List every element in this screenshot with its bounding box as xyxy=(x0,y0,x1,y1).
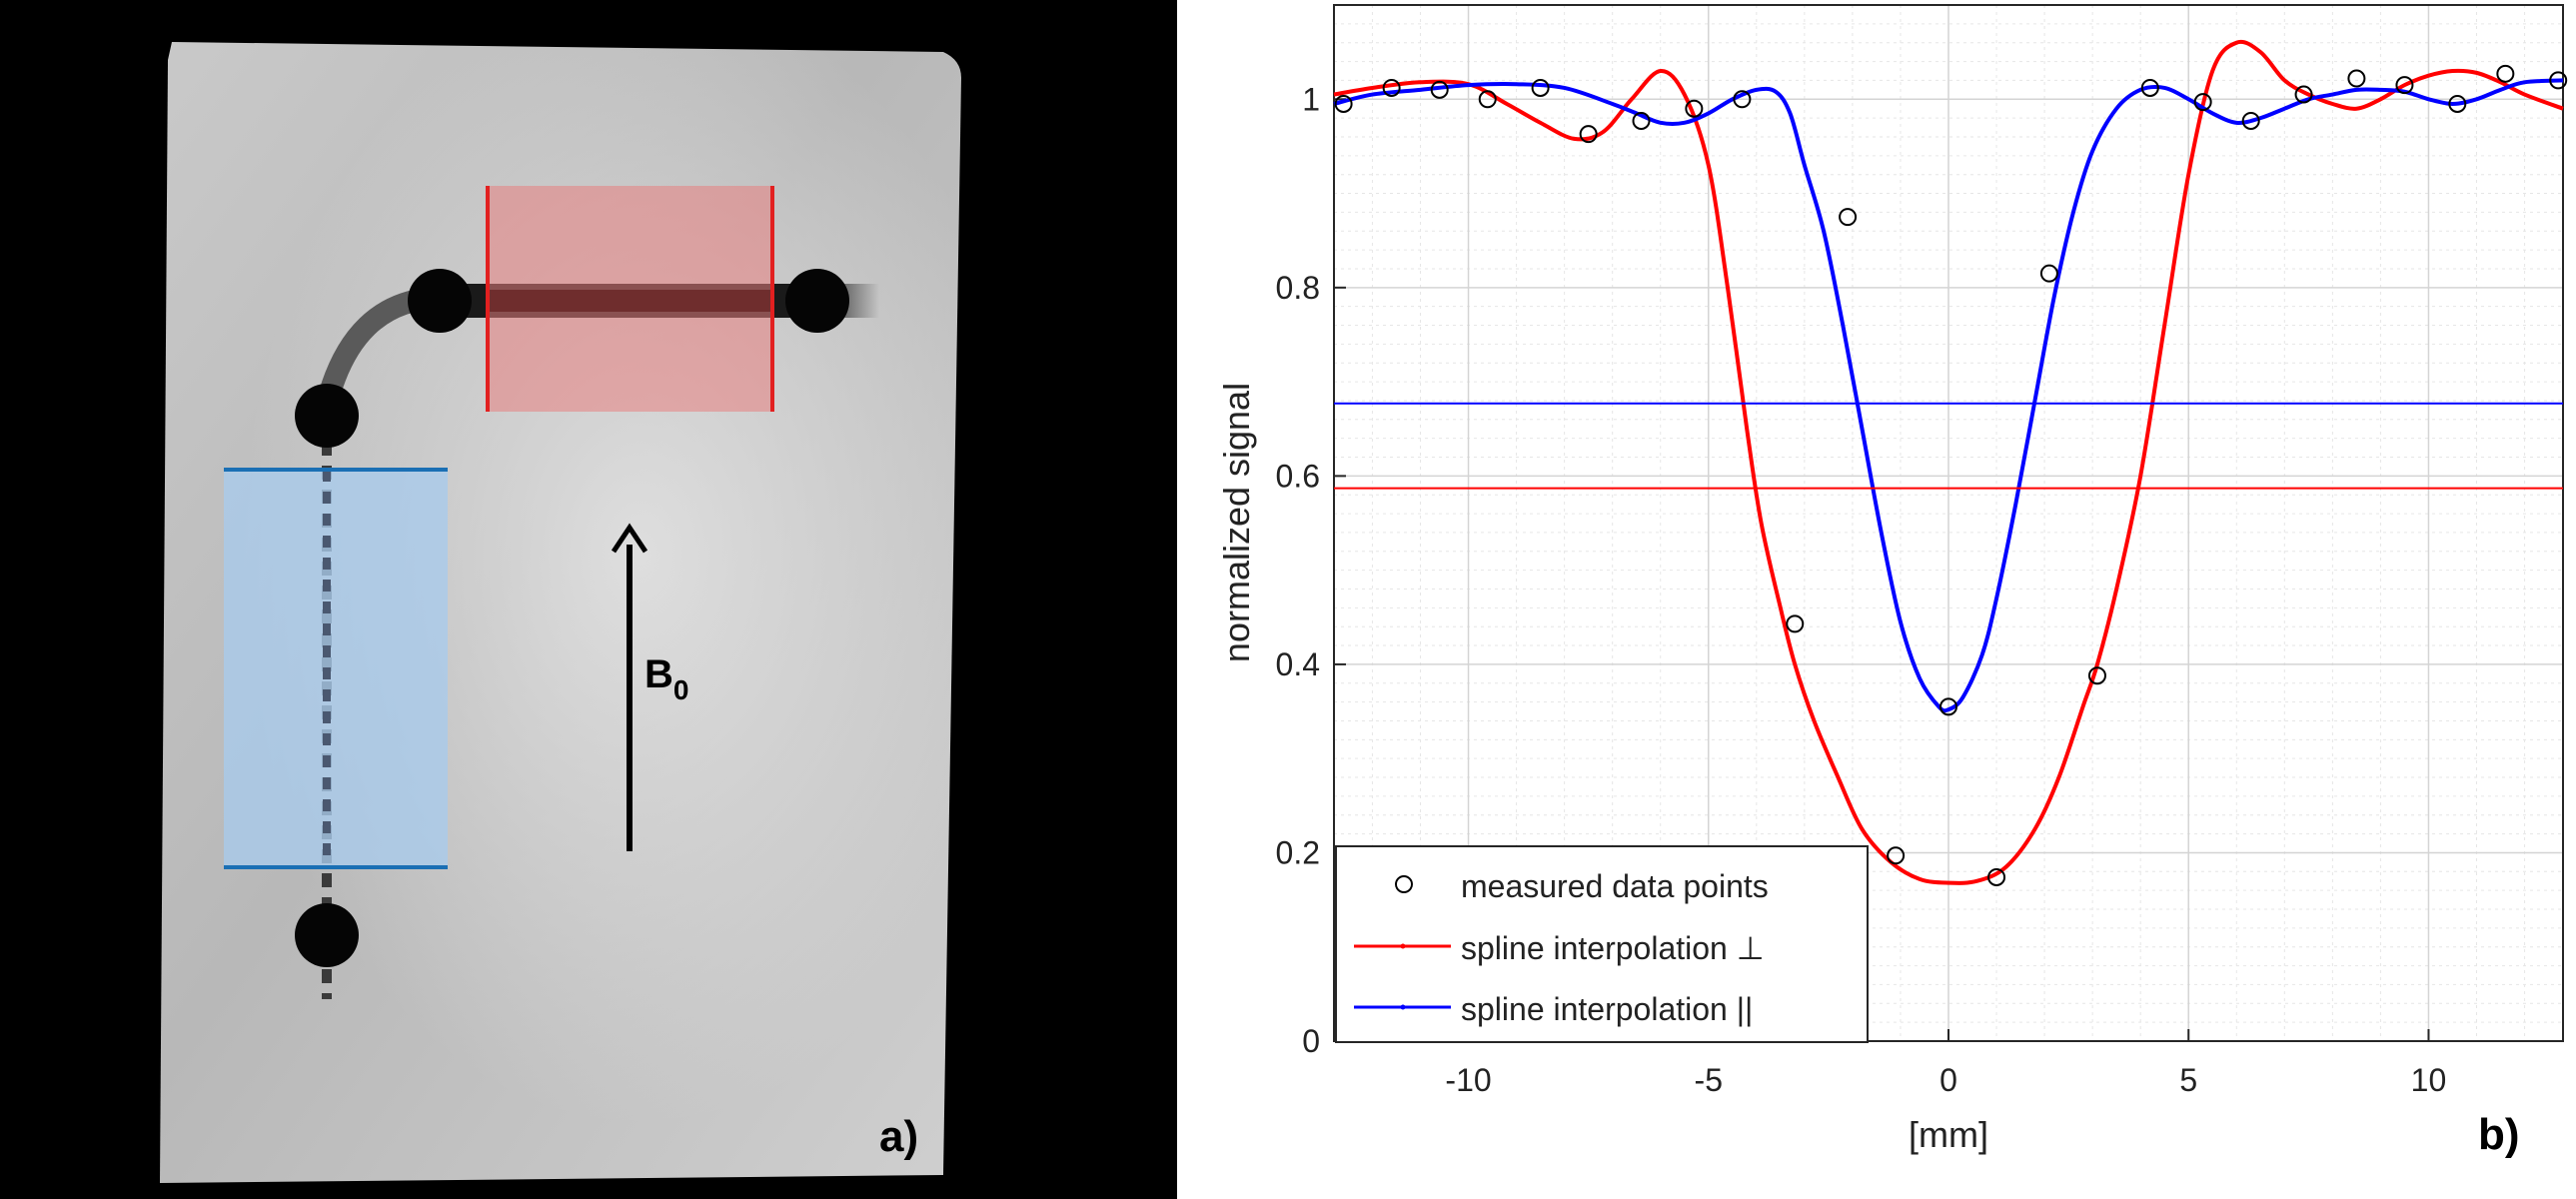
panel-b-label: b) xyxy=(2478,1110,2520,1159)
measured-point xyxy=(2294,85,2313,104)
measured-points xyxy=(1334,64,2568,886)
measured-point xyxy=(1382,78,1401,97)
measured-point xyxy=(1430,80,1449,99)
y-tick-label: 0 xyxy=(1302,1023,1320,1059)
measured-point xyxy=(2087,666,2106,685)
y-tick-label: 0.6 xyxy=(1276,458,1320,494)
roi-blue-fill xyxy=(224,470,448,867)
minor-grid xyxy=(1334,5,2563,1041)
spline-line-blue xyxy=(1333,78,2564,713)
legend-item-perpendicular: spline interpolation ⊥ xyxy=(1354,930,1765,966)
measured-point xyxy=(2241,111,2260,130)
panel-a-label: a) xyxy=(879,1112,918,1161)
marker-bead xyxy=(408,269,472,333)
panel-a-mri-image: B0 a) xyxy=(0,0,1177,1199)
measured-point xyxy=(2347,69,2366,88)
legend-dot-blue xyxy=(1400,1004,1406,1010)
y-tick-label: 0.8 xyxy=(1276,270,1320,306)
measured-point xyxy=(1939,697,1957,716)
legend-item-measured: measured data points xyxy=(1395,868,1769,904)
legend-box xyxy=(1335,845,1869,1043)
x-tick-label: -10 xyxy=(1445,1062,1491,1098)
x-tick-label: 10 xyxy=(2411,1062,2447,1098)
measured-point xyxy=(2039,264,2058,283)
measured-point xyxy=(1478,90,1497,109)
legend: measured data points spline interpolatio… xyxy=(1335,845,1869,1043)
panel-b-chart: -10 -5 0 5 10 0 0.2 0.4 0.6 0.8 1 [mm] normalized … xyxy=(1216,4,2568,1159)
measured-point xyxy=(2448,94,2467,113)
measured-point xyxy=(1579,125,1598,144)
legend-label: measured data points xyxy=(1461,868,1769,904)
measured-point xyxy=(2496,64,2515,83)
catheter-wire xyxy=(295,269,879,999)
marker-bead xyxy=(295,903,359,967)
x-axis-label: [mm] xyxy=(1909,1114,1988,1155)
marker-bead xyxy=(295,384,359,448)
measured-point xyxy=(1987,867,2006,886)
marker-bead xyxy=(785,269,849,333)
legend-label: spline interpolation || xyxy=(1461,991,1753,1027)
y-tick-label: 0.4 xyxy=(1276,646,1320,682)
legend-circle-marker xyxy=(1395,875,1413,893)
x-tick-label: -5 xyxy=(1695,1062,1723,1098)
measured-point xyxy=(1334,94,1353,113)
b0-arrow: B0 xyxy=(611,523,688,851)
b0-label: B0 xyxy=(644,652,688,705)
roi-red-wire xyxy=(488,290,772,312)
b0-arrow-head xyxy=(611,523,648,554)
measured-point xyxy=(1632,111,1651,130)
measured-point xyxy=(1733,90,1752,109)
legend-dot-red xyxy=(1400,943,1406,949)
x-tick-label: 5 xyxy=(2179,1062,2197,1098)
axis-ticks: -10 -5 0 5 10 0 0.2 0.4 0.6 0.8 1 xyxy=(1276,81,2447,1098)
measured-point xyxy=(2140,78,2159,97)
measured-point xyxy=(2549,71,2568,90)
roi-blue xyxy=(224,468,448,869)
measured-point xyxy=(2193,93,2212,112)
measured-point xyxy=(1839,208,1858,227)
y-tick-label: 0.2 xyxy=(1276,834,1320,870)
x-tick-label: 0 xyxy=(1939,1062,1957,1098)
y-axis-label: normalized signal xyxy=(1216,383,1257,662)
measured-point xyxy=(1685,99,1704,118)
legend-label: spline interpolation ⊥ xyxy=(1461,930,1765,966)
y-tick-label: 1 xyxy=(1302,81,1320,117)
measured-point xyxy=(1887,846,1906,865)
roi-red xyxy=(486,186,774,412)
measured-point xyxy=(2395,76,2414,95)
legend-item-parallel: spline interpolation || xyxy=(1354,991,1753,1027)
measured-point xyxy=(1786,614,1805,633)
measured-point xyxy=(1531,78,1550,97)
